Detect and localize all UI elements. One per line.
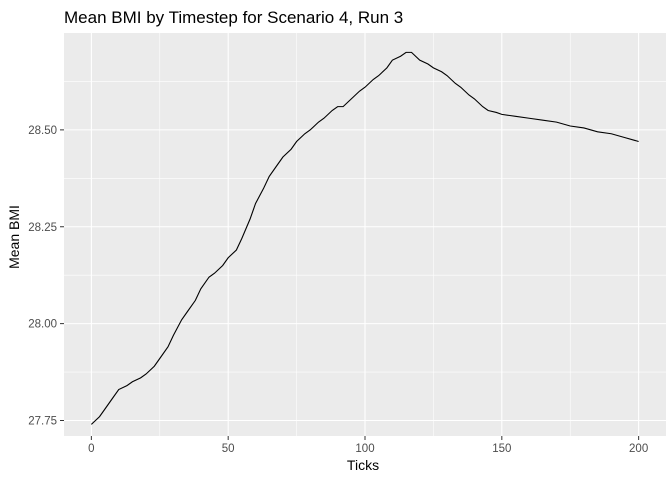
x-axis-title: Ticks — [347, 457, 379, 473]
x-tick-label: 200 — [629, 443, 648, 455]
y-tick-label: 28.50 — [28, 125, 57, 137]
x-axis: 0 50 100 150 200 — [88, 436, 648, 455]
y-axis-title: Mean BMI — [6, 205, 22, 269]
y-tick-label: 28.25 — [28, 222, 57, 234]
y-tick-label: 28.00 — [28, 319, 57, 331]
mean-bmi-line — [90, 51, 639, 425]
y-axis: 27.75 28.00 28.25 28.50 — [28, 125, 64, 428]
y-tick-label: 27.75 — [28, 416, 57, 428]
major-gridlines — [64, 33, 666, 436]
x-tick-label: 50 — [222, 443, 235, 455]
chart-title: Mean BMI by Timestep for Scenario 4, Run… — [64, 8, 403, 27]
x-tick-label: 100 — [355, 443, 374, 455]
x-tick-label: 150 — [492, 443, 511, 455]
x-tick-label: 0 — [88, 443, 94, 455]
